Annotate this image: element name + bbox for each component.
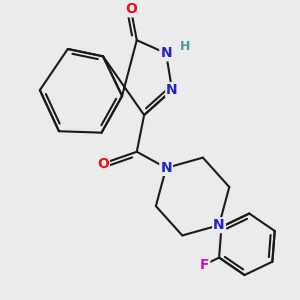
Text: N: N — [166, 83, 178, 97]
Text: N: N — [160, 161, 172, 175]
Text: O: O — [125, 2, 137, 16]
Text: N: N — [213, 218, 225, 232]
Text: H: H — [180, 40, 190, 52]
Text: F: F — [200, 258, 209, 272]
Text: O: O — [97, 157, 109, 170]
Text: N: N — [160, 46, 172, 60]
